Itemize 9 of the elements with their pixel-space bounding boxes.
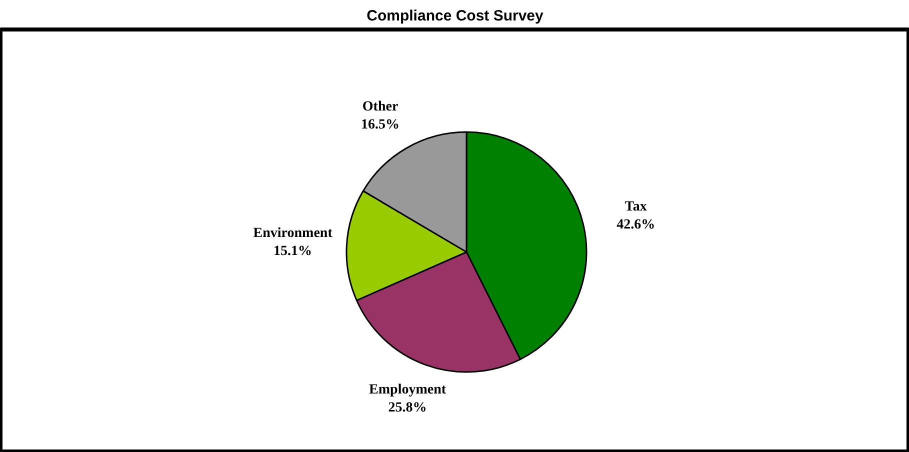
chart-title: Compliance Cost Survey bbox=[366, 8, 544, 24]
data-label: 25.8% bbox=[388, 400, 427, 416]
slice-label: Employment bbox=[369, 382, 446, 398]
slice-label: Environment bbox=[253, 226, 333, 242]
slice-label: Other bbox=[362, 100, 398, 115]
data-label: 15.1% bbox=[274, 244, 312, 260]
data-label: 42.6% bbox=[616, 218, 656, 232]
slice-label: Tax bbox=[624, 200, 647, 214]
data-label: 16.5% bbox=[361, 118, 400, 133]
